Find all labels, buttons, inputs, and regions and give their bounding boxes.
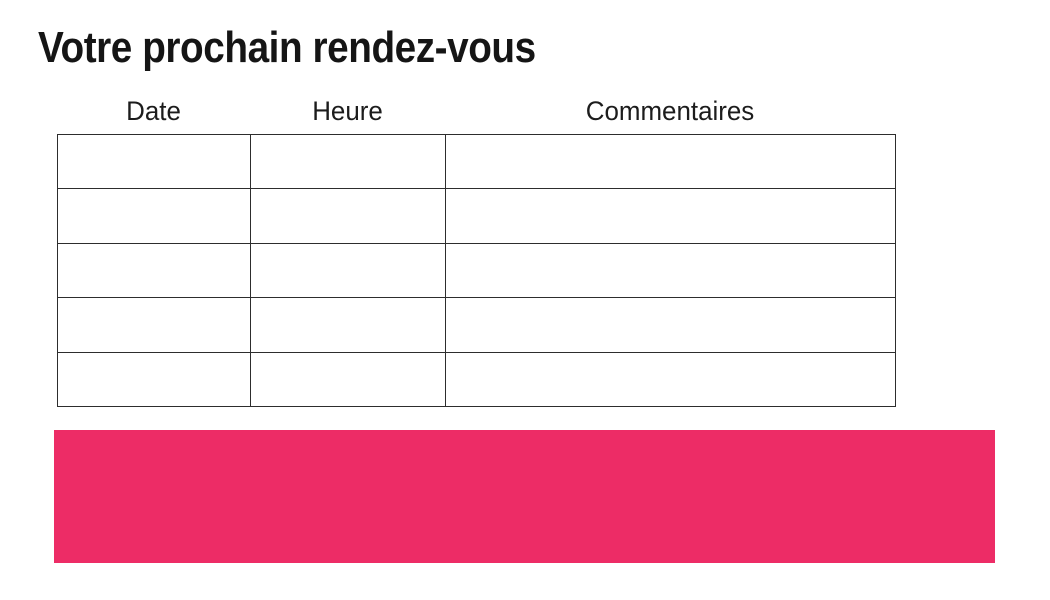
- table-row: [57, 133, 896, 190]
- table-cell: [57, 188, 251, 244]
- table-cell: [250, 242, 446, 299]
- table-column-headers: Date Heure Commentaires: [57, 95, 895, 127]
- table-row: [57, 188, 896, 244]
- table-cell: [445, 297, 896, 353]
- column-header-commentaires: Commentaires: [585, 96, 755, 126]
- table-row: [57, 242, 896, 299]
- table-cell: [250, 351, 446, 408]
- pink-banner: [54, 430, 995, 563]
- page-title: Votre prochain rendez-vous: [38, 23, 536, 72]
- table-cell: [445, 351, 896, 408]
- table-cell: [445, 242, 896, 299]
- table-cell: [445, 133, 896, 190]
- table-row: [57, 297, 896, 353]
- table-cell: [57, 133, 251, 190]
- table-cell: [57, 351, 251, 408]
- table-cell: [250, 188, 446, 244]
- appointments-table: [57, 133, 896, 408]
- column-header-date: Date: [126, 96, 181, 126]
- table-cell: [250, 297, 446, 353]
- table-cell: [445, 188, 896, 244]
- table-row: [57, 351, 896, 408]
- table-cell: [57, 297, 251, 353]
- appointments-table-body: [57, 133, 896, 408]
- table-cell: [250, 133, 446, 190]
- column-header-heure: Heure: [312, 96, 383, 126]
- table-cell: [57, 242, 251, 299]
